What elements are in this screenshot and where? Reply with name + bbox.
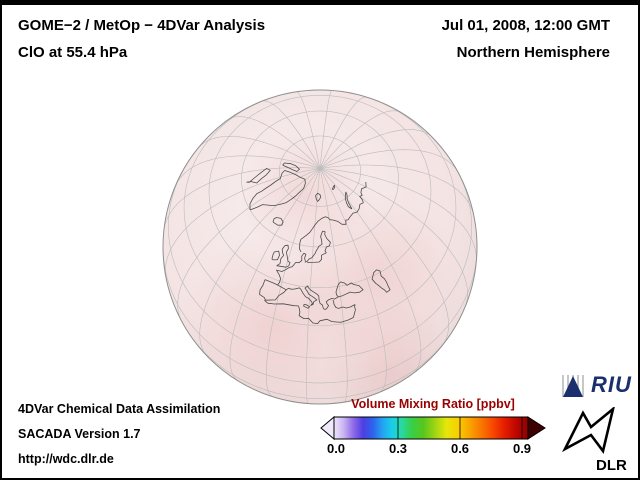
globe-map [162, 89, 478, 405]
dlr-logo: DLR [562, 405, 632, 478]
colorbar-title: Volume Mixing Ratio [ppbv] [351, 397, 515, 411]
colorbar-tick-1: 0.3 [388, 441, 408, 456]
graticule-lines [163, 90, 477, 404]
riu-logo-text: RIU [591, 372, 632, 397]
colorbar-tick-labels: 0.0 0.3 0.6 0.9 [320, 441, 546, 457]
footer-line-2: SACADA Version 1.7 [18, 427, 141, 441]
footer-line-1: 4DVar Chemical Data Assimilation [18, 402, 221, 416]
colorbar-left-arrow [320, 416, 335, 440]
data-shading [180, 132, 460, 404]
globe-rim [162, 89, 478, 405]
dlr-logo-icon [562, 405, 616, 454]
riu-logo: RIU [560, 371, 632, 399]
plot-date-block: Jul 01, 2008, 12:00 GMT Northern Hemisph… [442, 12, 610, 66]
date-label: Jul 01, 2008, 12:00 GMT [441, 17, 610, 34]
footer-url: http://wdc.dlr.de [18, 452, 114, 466]
colorbar-tick-3: 0.9 [512, 441, 532, 456]
plot-title-block: GOME−2 / MetOp − 4DVar Analysis ClO at 5… [18, 12, 265, 66]
coastlines [246, 162, 391, 324]
riu-logo-icon [562, 375, 584, 397]
dlr-logo-text: DLR [596, 457, 627, 474]
colorbar-gradient-bar [320, 416, 546, 440]
title-line-1: GOME−2 / MetOp − 4DVar Analysis [18, 17, 266, 34]
colorbar-gradient [333, 416, 529, 440]
region-label: Northern Hemisphere [456, 44, 610, 61]
colorbar-tick-0: 0.0 [326, 441, 346, 456]
colorbar-tick-2: 0.6 [450, 441, 470, 456]
colorbar: Volume Mixing Ratio [ppbv] 0.0 0.3 0.6 0… [320, 397, 546, 457]
footer-info-block: 4DVar Chemical Data Assimilation SACADA … [18, 397, 220, 472]
title-line-2: ClO at 55.4 hPa [18, 44, 128, 61]
colorbar-right-arrow [527, 416, 546, 440]
